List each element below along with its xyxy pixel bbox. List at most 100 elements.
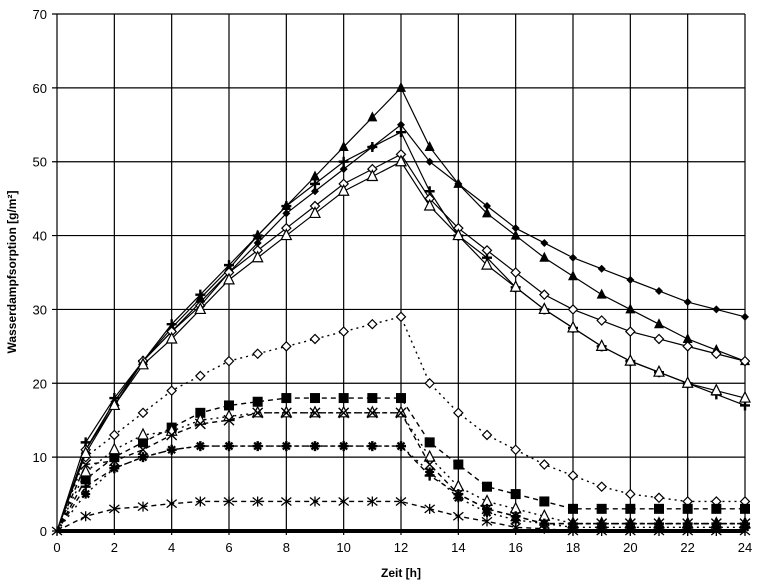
triangle-marker <box>251 405 264 418</box>
diamond-marker <box>739 355 751 367</box>
square-marker <box>453 459 464 470</box>
triangle-marker <box>710 383 723 396</box>
triangle-marker <box>309 405 321 418</box>
star-marker <box>481 516 493 527</box>
triangle-marker <box>366 169 379 182</box>
diamond-marker <box>397 120 405 129</box>
diamond-marker <box>282 209 291 218</box>
square-marker <box>510 489 521 500</box>
square-marker <box>568 503 578 514</box>
asterisk-marker <box>281 441 291 451</box>
asterisk-marker <box>138 452 148 462</box>
asterisk-marker <box>81 489 91 499</box>
diamond-marker <box>452 407 464 419</box>
diamond-marker <box>137 407 149 419</box>
diamond-marker <box>624 326 636 337</box>
triangle-marker <box>739 390 751 403</box>
diamond-marker <box>683 298 692 307</box>
series-filled-triangle-solid <box>56 81 750 532</box>
asterisk-marker <box>453 493 463 503</box>
cross-marker <box>166 429 178 441</box>
diamond-marker <box>338 326 350 337</box>
diamond-marker <box>194 370 206 382</box>
diamond-marker <box>655 286 663 295</box>
diamond-marker <box>596 481 608 493</box>
diamond-marker <box>710 348 722 360</box>
diamond-marker <box>309 333 321 345</box>
triangle-marker <box>194 302 207 315</box>
asterisk-marker <box>511 515 521 525</box>
data-series <box>51 81 751 536</box>
diamond-marker <box>538 459 550 470</box>
diamond-marker <box>481 244 493 256</box>
asterisk-marker <box>310 441 320 451</box>
triangle-marker <box>137 357 149 370</box>
triangle-marker <box>510 229 521 240</box>
star-marker <box>452 511 464 522</box>
series-filled-diamond-solid <box>56 120 749 532</box>
triangle-marker <box>395 405 407 418</box>
plus-marker <box>338 156 349 167</box>
triangle-marker <box>223 272 235 285</box>
series-filled-square-dashed <box>56 393 750 532</box>
star-marker <box>424 503 436 514</box>
star-marker <box>137 501 149 512</box>
x-tick-label: 4 <box>168 540 175 555</box>
series-asterisk-dotted <box>56 441 750 532</box>
square-marker <box>396 393 406 404</box>
diamond-marker <box>311 187 319 196</box>
triangle-marker <box>367 111 378 122</box>
series-open-triangle-solid <box>56 154 751 532</box>
asterisk-marker <box>539 519 549 529</box>
triangle-marker <box>452 228 465 241</box>
diamond-marker <box>483 202 491 211</box>
star-marker <box>166 498 178 509</box>
asterisk-marker <box>482 508 492 518</box>
triangle-marker <box>424 140 435 151</box>
square-marker <box>625 503 636 514</box>
triangle-marker <box>395 154 407 167</box>
square-marker <box>711 503 722 514</box>
triangle-marker <box>509 279 522 292</box>
triangle-marker <box>625 303 636 314</box>
square-marker <box>424 437 435 448</box>
x-tick-label: 10 <box>336 540 350 555</box>
triangle-marker <box>280 228 293 241</box>
triangle-marker <box>280 405 293 418</box>
star-marker <box>280 496 292 507</box>
cross-marker <box>338 407 350 419</box>
diamond-marker <box>682 341 694 352</box>
star-marker <box>252 496 264 507</box>
cross-marker <box>395 407 407 419</box>
asterisk-marker <box>425 467 435 477</box>
triangle-marker <box>624 353 637 366</box>
diamond-marker <box>425 157 434 166</box>
diamond-marker <box>481 429 493 441</box>
square-marker <box>596 503 607 514</box>
plus-marker <box>367 141 378 152</box>
triangle-marker <box>539 251 550 262</box>
triangle-marker <box>108 442 121 455</box>
triangle-marker <box>79 446 92 459</box>
square-marker <box>281 393 292 404</box>
triangle-marker <box>423 449 436 462</box>
plus-marker <box>310 178 320 189</box>
star-marker <box>194 496 206 507</box>
y-tick-label: 60 <box>33 81 47 96</box>
asterisk-marker <box>339 441 349 451</box>
y-tick-label: 30 <box>33 302 47 317</box>
diamond-marker <box>424 377 436 389</box>
grid-lines <box>52 13 746 535</box>
diamond-marker <box>166 385 178 397</box>
diamond-marker <box>253 238 262 247</box>
y-tick-label: 20 <box>33 376 47 391</box>
x-tick-label: 6 <box>225 540 232 555</box>
square-marker <box>80 474 91 485</box>
x-tick-label: 24 <box>738 540 752 555</box>
plus-marker <box>195 289 206 300</box>
diamond-marker <box>567 304 579 315</box>
y-tick-label: 40 <box>33 229 47 244</box>
asterisk-marker <box>109 463 119 473</box>
diamond-marker <box>597 264 606 273</box>
